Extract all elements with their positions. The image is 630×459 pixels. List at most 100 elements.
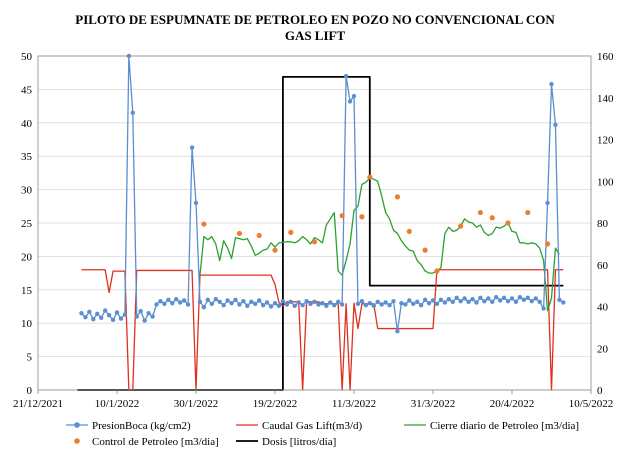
series-0-point-48	[268, 304, 274, 309]
series-0-point-90	[434, 301, 440, 307]
series-0-point-79	[391, 298, 396, 304]
series-0-point-107	[501, 295, 507, 301]
series-0-point-4	[95, 311, 100, 317]
series-0-point-20	[158, 298, 163, 304]
left-tick-label-2: 10	[21, 318, 33, 330]
series-0-point-13	[130, 110, 135, 115]
series-0-point-9	[114, 310, 120, 315]
series-0-point-102	[482, 298, 487, 304]
series-0-point-8	[110, 317, 116, 323]
series-0-point-14	[134, 314, 139, 319]
series-0-point-77	[383, 300, 388, 305]
series-0-point-93	[446, 296, 451, 302]
series-3-point-7	[359, 214, 365, 220]
series-0-point-98	[466, 299, 471, 305]
right-tick-label-5: 100	[597, 176, 614, 188]
series-0-point-89	[430, 298, 436, 303]
series-0-point-104	[490, 299, 495, 305]
series-0-point-21	[162, 301, 167, 307]
series-0-point-70	[355, 301, 361, 307]
series-3-point-0	[201, 221, 207, 227]
series-0-point-63	[328, 300, 333, 305]
chart-title-line-1: PILOTO DE ESPUMNATE DE PETROLEO EN POZO …	[75, 12, 555, 27]
series-0-point-94	[450, 299, 455, 305]
caudal-gas-lift-series	[81, 269, 564, 391]
series-0-point-113	[525, 295, 530, 301]
series-3-point-10	[406, 228, 412, 234]
series-0-point-86	[418, 302, 424, 308]
x-tick-label-1: 10/1/2022	[95, 398, 140, 410]
x-tick-label-4: 11/3/2022	[332, 398, 376, 410]
series-0-point-50	[276, 303, 282, 309]
series-0-point-120	[553, 122, 558, 128]
series-0-point-5	[99, 315, 104, 321]
plot-area-frame	[37, 55, 592, 391]
x-axis-ticks: 21/12/2021 10/1/2022 30/1/2022 19/2/2022 11/…	[13, 390, 613, 410]
series-0-point-17	[146, 310, 151, 316]
series-0-point-37	[225, 298, 230, 303]
series-3-point-1	[236, 230, 243, 237]
series-0-point-7	[106, 312, 112, 318]
left-tick-label-7: 35	[21, 151, 33, 163]
series-0-point-72	[363, 302, 369, 308]
series-0-point-22	[166, 297, 171, 303]
series-0-point-73	[367, 300, 372, 306]
series-0-point-40	[237, 302, 242, 307]
series-0-point-3	[91, 316, 96, 322]
series-0-point-99	[470, 296, 475, 302]
series-0-point-34	[213, 296, 218, 302]
right-axis-ticks: 0 20 40 60 80 100 120 140 160	[597, 51, 614, 397]
series-3-point-5	[311, 239, 318, 245]
left-tick-label-6: 30	[21, 185, 33, 197]
series-0-point-80	[395, 329, 400, 334]
series-0-point-88	[426, 300, 432, 306]
series-3-point-11	[422, 247, 428, 253]
series-0-point-109	[509, 296, 515, 301]
series-0-point-36	[221, 302, 226, 308]
series-0-point-27	[185, 302, 191, 307]
series-0-point-30	[197, 299, 203, 305]
series-0-point-97	[462, 296, 467, 301]
series-0-point-87	[422, 297, 428, 303]
series-0-point-35	[217, 299, 222, 305]
legend-label-1: Caudal Gas Lift(m3/d)	[262, 420, 363, 432]
series-3-point-3	[272, 247, 278, 253]
right-tick-label-4: 80	[597, 218, 609, 230]
series-0-point-11	[122, 312, 128, 317]
series-0-point-19	[154, 302, 159, 307]
x-tick-label-3: 19/2/2022	[253, 398, 298, 410]
series-0-point-51	[280, 298, 286, 304]
series-0-point-85	[415, 299, 420, 305]
x-tick-label-2: 30/1/2022	[174, 398, 219, 410]
chart-title-line-2: GAS LIFT	[285, 28, 346, 43]
series-0-point-44	[253, 301, 258, 307]
series-0-point-92	[442, 300, 448, 305]
legend-label-3: Control de Petroleo [m3/dia]	[92, 436, 219, 448]
series-0-point-60	[316, 302, 321, 307]
x-tick-label-7: 10/5/2022	[569, 398, 614, 410]
series-0-point-39	[233, 297, 238, 303]
series-0-point-10	[118, 316, 124, 321]
series-line-4	[77, 75, 564, 391]
series-0-point-75	[375, 299, 380, 305]
right-tick-label-1: 20	[597, 343, 609, 355]
series-0-point-23	[170, 300, 175, 306]
control-petroleo-series	[201, 174, 551, 274]
series-0-point-67	[343, 73, 349, 79]
series-0-point-119	[549, 81, 554, 87]
series-0-point-121	[557, 297, 562, 303]
left-tick-label-5: 25	[21, 218, 33, 230]
x-tick-label-6: 20/4/2022	[490, 398, 535, 410]
series-0-point-116	[537, 299, 542, 305]
series-0-point-103	[486, 296, 491, 301]
series-0-point-62	[324, 303, 329, 309]
series-0-point-100	[474, 300, 479, 305]
series-0-point-101	[478, 295, 483, 301]
right-tick-label-8: 160	[597, 51, 614, 63]
series-0-point-66	[339, 302, 345, 307]
series-0-point-82	[403, 302, 408, 307]
series-0-point-33	[209, 301, 214, 307]
series-0-point-64	[332, 302, 337, 308]
left-tick-label-0: 0	[27, 385, 33, 397]
